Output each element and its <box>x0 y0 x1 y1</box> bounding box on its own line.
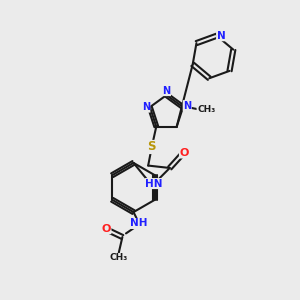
Text: N: N <box>183 100 191 111</box>
Text: N: N <box>217 31 225 41</box>
Text: S: S <box>148 140 156 154</box>
Text: O: O <box>101 224 111 234</box>
Text: O: O <box>179 148 189 158</box>
Text: HN: HN <box>146 178 163 189</box>
Text: NH: NH <box>130 218 148 229</box>
Text: N: N <box>142 102 150 112</box>
Text: CH₃: CH₃ <box>197 105 215 114</box>
Text: N: N <box>162 85 171 96</box>
Text: CH₃: CH₃ <box>110 254 128 262</box>
